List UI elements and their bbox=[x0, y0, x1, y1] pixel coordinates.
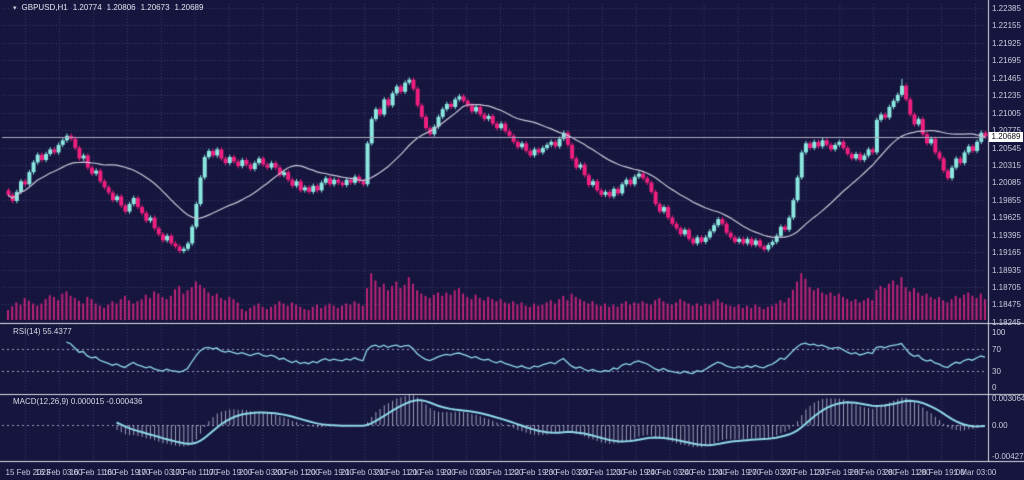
axis-label-item: 0 bbox=[992, 383, 997, 392]
time-label-item: 20 Feb 11:00 bbox=[273, 468, 320, 477]
axis-label-item: 1.18705 bbox=[992, 283, 1021, 293]
axis-label-item: 1.21235 bbox=[992, 91, 1021, 101]
time-label-item: 23 Feb 03:00 bbox=[544, 468, 592, 477]
time-label-item: 22 Feb 03:00 bbox=[442, 468, 490, 477]
time-label-item: 17 Feb 19:00 bbox=[205, 468, 253, 477]
axis-label-item: 1.19625 bbox=[992, 213, 1021, 223]
axis-label-item: 1.20545 bbox=[992, 143, 1021, 153]
time-label-item: 20 Feb 03:00 bbox=[238, 468, 287, 477]
axis-label-item: 70 bbox=[992, 344, 1001, 354]
time-label-item: 21 Feb 11:00 bbox=[374, 468, 422, 477]
symbol-name: GBPUSD,H1 bbox=[21, 3, 68, 12]
bar-low: 1.20673 bbox=[140, 3, 170, 12]
time-label-item: 20 Feb 19:00 bbox=[306, 468, 354, 477]
time-label-item: 17 Feb 03:00 bbox=[137, 468, 185, 477]
axis-label-item: 0.00 bbox=[992, 421, 1008, 430]
time-label-item: 27 Feb 19:00 bbox=[815, 468, 863, 477]
macd-name: MACD(12,26,9) bbox=[13, 397, 69, 406]
axis-label-item: 1.19855 bbox=[992, 195, 1021, 205]
time-label-item: 21 Feb 03:00 bbox=[340, 468, 388, 477]
time-label-item: 17 Feb 11:00 bbox=[171, 468, 218, 477]
rsi-indicator-label: RSI(14) 55.4377 bbox=[13, 327, 72, 336]
rsi-name: RSI(14) bbox=[13, 327, 41, 336]
time-label-item: 28 Feb 11:00 bbox=[883, 468, 931, 477]
time-label-item: 27 Feb 03:00 bbox=[747, 468, 796, 477]
axis-label-item: 30 bbox=[992, 366, 1001, 376]
axis-label-item: 1.20315 bbox=[992, 160, 1021, 170]
time-label-item: 22 Feb 19:00 bbox=[510, 468, 558, 477]
time-label-item: 24 Feb 19:00 bbox=[713, 468, 762, 477]
time-label-item: 16 Feb 03:00 bbox=[35, 468, 83, 477]
time-label-item: 27 Feb 11:00 bbox=[782, 468, 829, 477]
macd-main-value: 0.000015 bbox=[70, 397, 105, 406]
rsi-value: 55.4377 bbox=[42, 327, 72, 336]
time-label-item: 23 Feb 19:00 bbox=[612, 468, 660, 477]
time-label-item: 22 Feb 11:00 bbox=[476, 468, 524, 477]
axis-label-item: 1.19395 bbox=[992, 230, 1021, 240]
time-label-item: 23 Feb 11:00 bbox=[578, 468, 626, 477]
axis-label-item: 1.18935 bbox=[992, 265, 1021, 275]
current-price-tag: 1.20689 bbox=[989, 131, 1023, 142]
axis-label-item: 1.19165 bbox=[992, 248, 1021, 258]
time-label-item: 21 Feb 19:00 bbox=[408, 468, 456, 477]
axis-label-item: 1.21925 bbox=[992, 38, 1021, 48]
axis-label-item: 1.21695 bbox=[992, 56, 1021, 66]
time-label-item: 1 Mar 03:00 bbox=[953, 468, 997, 477]
axis-label-item: 1.18245 bbox=[992, 317, 1021, 327]
axis-label-item: -0.004279 bbox=[992, 452, 1024, 461]
axis-label-item: 1.18475 bbox=[992, 300, 1021, 310]
symbol-info: ▾ GBPUSD,H1 1.20774 1.20806 1.20673 1.20689 bbox=[13, 3, 208, 13]
time-label-item: 15 Feb 2023 bbox=[5, 468, 51, 477]
time-label-item: 24 Feb 11:00 bbox=[680, 468, 727, 477]
axis-label-item: 1.21005 bbox=[992, 108, 1021, 118]
macd-signal-value: -0.000436 bbox=[106, 397, 143, 406]
chart-symbol-icon: ▾ bbox=[13, 5, 17, 12]
bar-open: 1.20774 bbox=[72, 3, 102, 12]
macd-indicator-label: MACD(12,26,9) 0.000015 -0.000436 bbox=[13, 397, 142, 406]
axis-label-item: 1.20775 bbox=[992, 126, 1021, 136]
axis-label-item: 1.22155 bbox=[992, 21, 1021, 31]
bar-close: 1.20689 bbox=[174, 3, 204, 12]
axis-label-item: 1.21465 bbox=[992, 73, 1021, 83]
time-label-item: 28 Feb 19:00 bbox=[917, 468, 965, 477]
time-label-item: 28 Feb 03:00 bbox=[849, 468, 897, 477]
axis-label-item: 100 bbox=[992, 328, 1006, 337]
time-label-item: 16 Feb 19:00 bbox=[103, 468, 151, 477]
time-label-item: 16 Feb 11:00 bbox=[69, 468, 117, 477]
axis-label-item: 1.22385 bbox=[992, 4, 1021, 13]
axis-label-item: 1.20085 bbox=[992, 178, 1021, 188]
axis-label-item: 0.003064 bbox=[992, 393, 1024, 403]
bar-high: 1.20806 bbox=[106, 3, 136, 12]
time-label-item: 24 Feb 03:00 bbox=[646, 468, 694, 477]
